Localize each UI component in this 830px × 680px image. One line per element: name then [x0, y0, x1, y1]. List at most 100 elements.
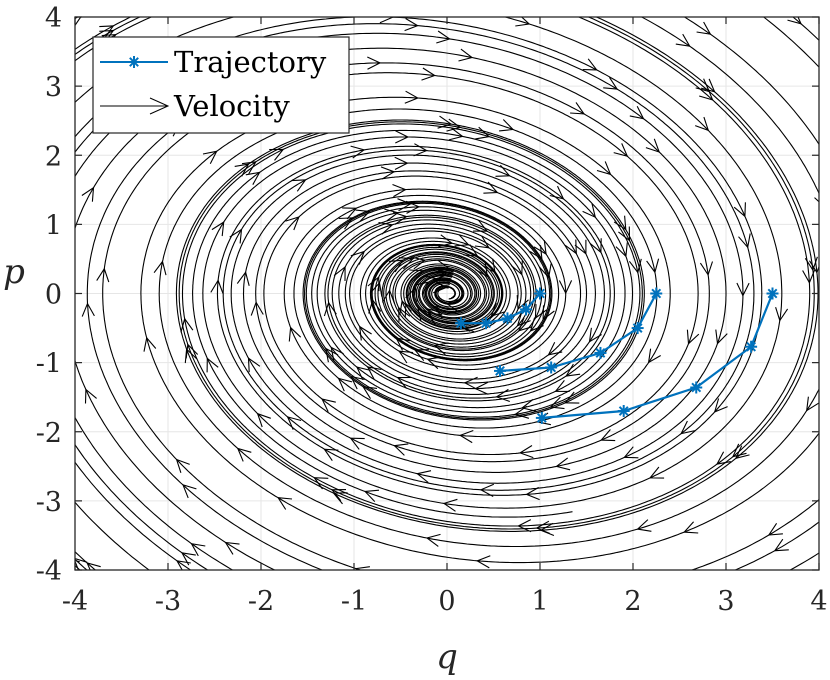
velocity-arrowhead	[525, 486, 540, 501]
velocity-arrowhead	[269, 148, 285, 161]
x-tick-label: 0	[438, 586, 455, 617]
velocity-arrowhead	[474, 235, 490, 249]
velocity-arrowhead	[416, 470, 432, 483]
streamline	[75, 17, 819, 548]
velocity-arrowhead	[224, 541, 240, 555]
velocity-arrowhead	[241, 161, 257, 175]
velocity-arrowhead	[46, 393, 57, 407]
x-axis-label: q	[436, 637, 458, 677]
velocity-arrowhead	[86, 562, 101, 570]
velocity-arrowhead	[806, 396, 819, 412]
velocity-arrowhead	[250, 301, 264, 316]
velocity-arrowhead	[84, 388, 97, 404]
velocity-arrowhead	[579, 666, 592, 678]
velocity-arrowhead	[81, 186, 95, 202]
velocity-arrowhead	[648, 466, 665, 479]
x-tick-label: -1	[341, 586, 367, 617]
velocity-arrowhead	[802, 269, 816, 284]
velocity-arrowhead	[202, 150, 218, 164]
velocity-arrowhead	[566, 588, 579, 600]
trajectory-point	[454, 317, 467, 330]
marker-stroke	[502, 313, 513, 324]
velocity-arrowhead	[421, 67, 436, 81]
velocity-arrowhead	[518, 445, 534, 459]
marker-stroke	[691, 382, 702, 393]
x-tick-label: -4	[62, 586, 88, 617]
velocity-arrowhead	[40, 404, 51, 418]
y-tick-label: 2	[45, 141, 62, 172]
velocity-arrowhead	[307, 0, 320, 9]
velocity-arrowhead	[446, 118, 462, 132]
velocity-arrowhead	[234, 163, 250, 177]
velocity-arrowhead	[436, 30, 451, 44]
velocity-arrowhead	[285, 216, 300, 231]
velocity-arrowhead	[495, 388, 510, 403]
velocity-arrowhead	[482, 258, 496, 274]
velocity-arrowhead	[628, 258, 642, 274]
velocity-arrowhead	[75, 557, 88, 570]
trajectory-point	[494, 364, 507, 377]
velocity-arrowhead	[814, 197, 819, 203]
velocity-arrowhead	[699, 86, 714, 101]
velocity-arrowhead	[738, 233, 751, 249]
trajectory-point	[617, 405, 630, 418]
marker-stroke	[536, 413, 547, 423]
velocity-arrowhead	[520, 398, 536, 412]
velocity-arrowhead	[342, 207, 358, 220]
trajectory-point	[650, 287, 663, 300]
y-tick-label: -3	[36, 487, 62, 518]
y-tick-label: 3	[45, 72, 62, 103]
velocity-arrowhead	[75, 17, 82, 27]
velocity-arrowhead	[736, 282, 750, 297]
velocity-arrowhead	[425, 533, 441, 547]
velocity-arrowhead	[490, 302, 505, 317]
velocity-arrowhead	[337, 377, 353, 392]
trajectory-point	[480, 317, 493, 330]
legend-velocity-label: Velocity	[173, 89, 290, 123]
velocity-arrowhead	[773, 538, 789, 552]
marker-stroke	[618, 406, 629, 416]
velocity-arrowhead	[321, 398, 336, 412]
velocity-arrowhead	[373, 638, 387, 650]
velocity-arrowhead	[185, 343, 199, 359]
velocity-arrowhead	[473, 219, 489, 232]
velocity-arrowhead	[700, 78, 716, 93]
velocity-arrowhead	[423, 615, 437, 627]
y-tick-label: 4	[45, 3, 62, 34]
velocity-arrowhead	[448, 127, 464, 141]
velocity-arrowhead	[603, 77, 619, 90]
velocity-arrowhead	[791, 604, 805, 615]
velocity-arrowhead	[236, 271, 250, 286]
streamline	[75, 23, 755, 570]
velocity-arrowhead	[699, 261, 714, 277]
velocity-arrowhead	[288, 326, 302, 342]
velocity-arrowhead	[210, 279, 224, 294]
velocity-arrowhead	[495, 164, 511, 177]
velocity-arrowhead	[153, 260, 167, 276]
velocity-arrowhead	[554, 380, 570, 392]
trajectory-point	[690, 381, 703, 394]
velocity-arrowhead	[696, 21, 712, 35]
trajectory-point	[766, 287, 779, 300]
velocity-arrowhead	[547, 341, 563, 356]
velocity-arrowhead	[442, 498, 458, 512]
velocity-arrowhead	[190, 542, 206, 557]
velocity-arrowhead	[784, 619, 798, 630]
velocity-arrowhead	[96, 267, 110, 283]
velocity-arrowhead	[381, 289, 396, 304]
velocity-arrowhead	[517, 519, 532, 533]
velocity-arrowhead	[388, 259, 404, 273]
velocity-arrowhead	[349, 437, 365, 450]
velocity-arrowhead	[499, 119, 515, 132]
velocity-arrowhead	[675, 33, 691, 47]
velocity-arrowhead	[645, 138, 661, 153]
marker-stroke	[651, 288, 662, 299]
velocity-arrowhead	[589, 238, 602, 254]
streamline	[75, 47, 819, 570]
streamline	[192, 129, 634, 518]
velocity-arrowhead	[330, 346, 344, 362]
trajectory-point	[520, 303, 533, 316]
velocity-arrowhead	[713, 398, 728, 413]
legend-box	[92, 36, 350, 134]
x-tick-label: -2	[248, 586, 274, 617]
